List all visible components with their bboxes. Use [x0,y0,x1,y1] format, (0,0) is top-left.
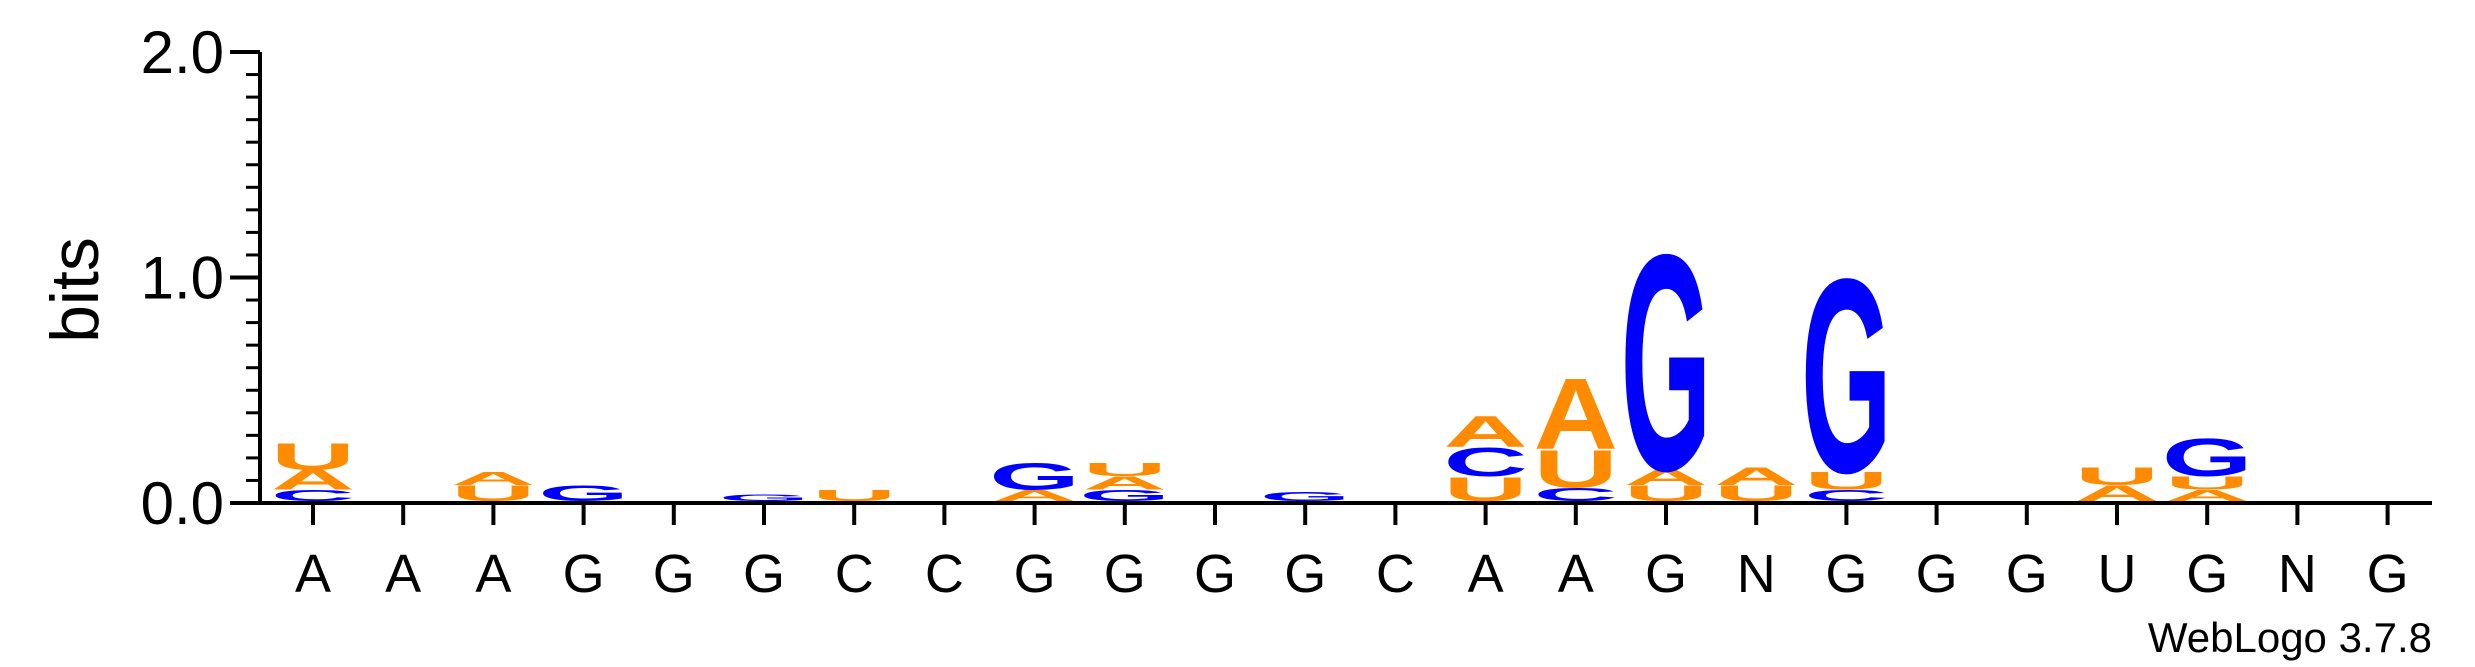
x-tick-label: C [1376,544,1415,604]
logo-glyph-u: U [271,436,355,478]
x-tick-label: G [653,544,695,604]
logo-glyph-a: A [2165,487,2249,505]
logo-glyph-c: C [1443,439,1527,485]
logo-glyph-u: U [1624,481,1708,506]
y-tick-label: 1.0 [141,245,224,312]
logo-glyph-u: U [1714,481,1798,506]
y-tick-label: 0.0 [141,470,224,537]
x-tick-label: G [2006,544,2048,604]
logo-glyph-g: G [538,481,629,506]
x-tick-label: U [2098,544,2137,604]
weblogo-credit: WebLogo 3.7.8 [2148,614,2432,661]
logo-glyph-u: U [1443,470,1527,509]
x-tick-label: N [2278,544,2317,604]
logo-glyph-a: A [2075,481,2159,506]
x-tick-label: C [925,544,964,604]
x-tick-label: G [2186,544,2228,604]
x-tick-label: G [1014,544,1056,604]
y-axis-label: bits [37,237,113,343]
x-tick-label: G [1104,544,1146,604]
logo-glyph-a: A [451,468,535,489]
logo-glyph-g: G [1621,192,1712,536]
logo-glyph-g: G [2162,428,2253,488]
x-tick-label: C [835,544,874,604]
x-tick-label: G [1194,544,1236,604]
logo-glyph-g: G [1801,223,1892,532]
logo-glyph-c: C [271,487,355,505]
x-tick-label: N [1737,544,1776,604]
x-tick-label: A [295,544,331,604]
logo-glyph-a: A [1443,407,1527,456]
logo-glyph-a: A [992,487,1076,505]
logo-glyph-g: G [719,492,810,503]
x-tick-label: G [2367,544,2409,604]
x-tick-label: A [475,544,511,604]
x-tick-label: G [743,544,785,604]
logo-glyph-a: A [1624,465,1708,490]
logo-glyph-a: A [1534,359,1618,472]
logo-glyph-g: G [1260,490,1351,504]
logo-glyph-g: G [1079,487,1170,505]
y-tick-label: 2.0 [141,19,224,86]
x-tick-label: A [1558,544,1594,604]
logo-glyph-u: U [2165,473,2249,494]
logo-glyph-u: U [2075,463,2159,491]
logo-glyph-u: U [1534,440,1618,500]
x-tick-label: G [1284,544,1326,604]
x-tick-label: A [1468,544,1504,604]
x-tick-label: G [1916,544,1958,604]
logo-glyph-a: A [1083,473,1167,494]
x-tick-label: G [1825,544,1867,604]
x-tick-label: A [385,544,421,604]
logo-glyph-u: U [451,481,535,506]
logo-glyph-c: C [1804,487,1888,505]
logo-glyph-c: C [1534,484,1618,505]
logo-glyph-u: U [812,487,896,505]
logo-glyph-u: U [1804,467,1888,495]
logo-glyph-g: G [989,456,1080,498]
logo-glyph-u: U [1083,459,1167,480]
x-tick-label: G [563,544,605,604]
x-tick-label: G [1645,544,1687,604]
y-ticks: 0.0 1.0 2.0 [141,19,260,537]
logo-glyph-a: A [271,464,355,496]
logo-glyph-a: A [1714,463,1798,491]
